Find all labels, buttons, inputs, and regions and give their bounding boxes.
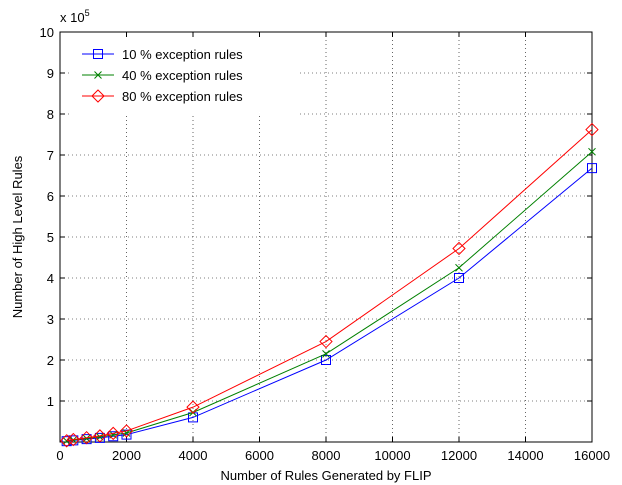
legend-label: 40 % exception rules bbox=[122, 68, 243, 83]
series-3 bbox=[61, 124, 598, 447]
y-tick-label: 1 bbox=[47, 394, 54, 409]
y-tick-label: 7 bbox=[47, 148, 54, 163]
series-group bbox=[61, 124, 598, 447]
x-tick-label: 12000 bbox=[441, 448, 477, 463]
x-tick-label: 16000 bbox=[574, 448, 610, 463]
legend-label: 80 % exception rules bbox=[122, 89, 243, 104]
y-exponent-power: 5 bbox=[85, 8, 90, 18]
x-tick-label: 2000 bbox=[112, 448, 141, 463]
x-tick-label: 0 bbox=[56, 448, 63, 463]
x-axis-title: Number of Rules Generated by FLIP bbox=[221, 468, 432, 483]
x-tick-label: 4000 bbox=[179, 448, 208, 463]
y-tick-label: 10 bbox=[40, 25, 54, 40]
x-tick-label: 10000 bbox=[374, 448, 410, 463]
x-tick-label: 8000 bbox=[312, 448, 341, 463]
data-point-marker bbox=[456, 264, 463, 271]
series-line bbox=[67, 130, 592, 441]
y-exponent-label: x 105 bbox=[60, 8, 90, 25]
y-tick-label: 5 bbox=[47, 230, 54, 245]
series-2 bbox=[63, 148, 595, 444]
y-axis-title: Number of High Level Rules bbox=[10, 155, 25, 318]
y-tick-label: 3 bbox=[47, 312, 54, 327]
y-tick-label: 6 bbox=[47, 189, 54, 204]
series-1 bbox=[62, 164, 596, 446]
y-tick-label: 2 bbox=[47, 353, 54, 368]
series-line bbox=[67, 152, 592, 441]
y-tick-label: 4 bbox=[47, 271, 54, 286]
legend: 10 % exception rules 40 % exception rules… bbox=[70, 40, 298, 116]
y-exponent-base: x 10 bbox=[60, 10, 85, 25]
series-line bbox=[67, 168, 592, 441]
x-tick-label: 14000 bbox=[507, 448, 543, 463]
x-tick-label: 6000 bbox=[245, 448, 274, 463]
y-tick-label: 8 bbox=[47, 107, 54, 122]
y-tick-label: 9 bbox=[47, 66, 54, 81]
legend-label: 10 % exception rules bbox=[122, 47, 243, 62]
